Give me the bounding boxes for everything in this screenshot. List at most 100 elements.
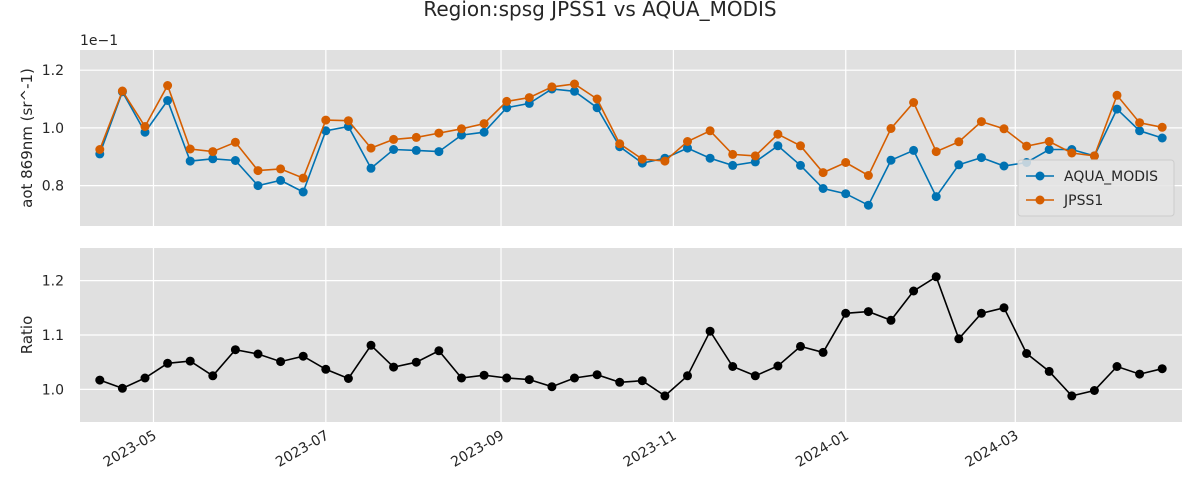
data-point xyxy=(185,156,195,166)
data-point xyxy=(863,171,873,180)
y-offset-label: 1e−1 xyxy=(80,33,118,49)
data-point xyxy=(750,371,760,381)
data-point xyxy=(931,147,941,157)
data-point xyxy=(796,341,805,351)
data-point xyxy=(750,151,760,161)
data-point xyxy=(954,137,964,147)
data-point xyxy=(343,374,353,383)
data-point xyxy=(524,375,534,385)
data-point xyxy=(773,129,783,139)
data-point xyxy=(434,346,444,356)
data-point xyxy=(230,156,240,165)
data-point xyxy=(208,147,218,157)
data-point xyxy=(931,192,941,202)
x-tick-label: 2023-11 xyxy=(621,428,680,471)
data-point xyxy=(886,155,896,165)
data-point xyxy=(276,175,286,185)
data-point xyxy=(411,132,421,142)
data-point xyxy=(570,79,579,89)
data-point xyxy=(773,361,783,371)
data-point xyxy=(1112,362,1122,371)
y-tick-label: 1.2 xyxy=(42,274,64,290)
data-point xyxy=(1112,90,1122,100)
data-point xyxy=(253,349,263,359)
data-point xyxy=(1044,145,1054,154)
data-point xyxy=(457,124,466,134)
data-point xyxy=(976,117,986,127)
plot-background xyxy=(80,50,1182,226)
data-point xyxy=(592,103,602,113)
data-point xyxy=(502,103,512,113)
data-point xyxy=(863,200,873,210)
data-point xyxy=(140,373,150,383)
data-point xyxy=(773,141,783,151)
data-point xyxy=(999,161,1009,171)
data-point xyxy=(909,98,919,107)
data-point xyxy=(660,391,670,401)
data-point xyxy=(976,308,986,318)
data-point xyxy=(1135,369,1145,379)
data-point xyxy=(208,154,218,164)
legend-marker xyxy=(1035,171,1045,181)
data-point xyxy=(1089,151,1099,161)
data-point xyxy=(841,308,851,318)
data-point xyxy=(389,145,399,154)
data-point xyxy=(502,96,512,106)
y-tick-label: 1.2 xyxy=(42,63,64,79)
data-point xyxy=(343,116,353,126)
y-tick-label: 0.8 xyxy=(42,179,64,195)
data-point xyxy=(479,119,489,129)
data-point xyxy=(502,373,512,383)
data-point xyxy=(818,168,828,178)
data-point xyxy=(457,130,466,140)
data-point xyxy=(999,124,1009,134)
data-point xyxy=(434,147,444,157)
data-point xyxy=(1112,104,1122,114)
data-point xyxy=(434,128,444,138)
data-point xyxy=(163,96,173,105)
data-point xyxy=(253,181,263,191)
y-tick-label: 1.0 xyxy=(42,382,64,398)
data-point xyxy=(1067,391,1077,401)
data-point xyxy=(208,371,218,381)
y-axis-label: aot 869nm (sr^-1) xyxy=(18,68,36,208)
data-point xyxy=(818,184,828,193)
data-point xyxy=(185,356,195,366)
data-point xyxy=(796,141,805,151)
data-point xyxy=(615,139,625,149)
data-point xyxy=(366,163,376,173)
data-point xyxy=(728,149,738,159)
legend-label: AQUA_MODIS xyxy=(1064,169,1158,185)
data-point xyxy=(1022,141,1032,151)
data-point xyxy=(683,371,692,381)
series-ratio xyxy=(95,272,1167,401)
legend-marker xyxy=(1035,195,1045,205)
data-point xyxy=(1135,126,1145,136)
data-point xyxy=(366,143,376,153)
data-point xyxy=(909,286,919,296)
data-point xyxy=(253,166,263,176)
data-point xyxy=(389,134,399,144)
data-point xyxy=(276,357,286,367)
y-tick-label: 1.1 xyxy=(42,328,64,344)
data-point xyxy=(705,153,715,163)
data-point xyxy=(570,86,579,96)
data-point xyxy=(570,373,579,383)
data-point xyxy=(230,137,240,147)
chart-title: Region:spsg JPSS1 vs AQUA_MODIS xyxy=(423,0,776,21)
data-point xyxy=(976,153,986,163)
data-point xyxy=(298,351,308,361)
data-point xyxy=(389,362,399,372)
data-point xyxy=(185,144,195,154)
x-tick-label: 2023-05 xyxy=(101,428,160,471)
panel-2: 1.0 1.1 1.2 Ratio 2023-05 2023-07 2023-09 2023-… xyxy=(18,248,1182,471)
legend: AQUA_MODIS JPSS1 xyxy=(1017,159,1175,217)
data-point xyxy=(1022,349,1032,358)
data-point xyxy=(637,154,647,164)
data-point xyxy=(705,326,715,336)
data-point xyxy=(1135,118,1145,128)
data-point xyxy=(592,94,602,104)
data-point xyxy=(298,187,308,197)
data-point xyxy=(728,362,738,371)
